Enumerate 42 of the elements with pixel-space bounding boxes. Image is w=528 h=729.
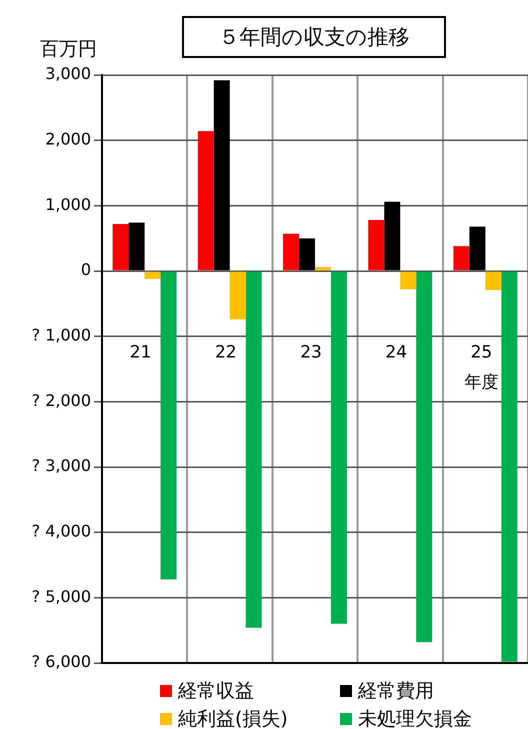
bar: [368, 220, 384, 270]
x-tick-label: 24: [385, 342, 408, 362]
legend-label: 経常費用: [358, 679, 434, 704]
bar: [416, 272, 432, 642]
bar: [315, 267, 331, 270]
bar: [384, 202, 400, 270]
legend-label: 純利益(損失): [178, 707, 288, 729]
chart-title: ５年間の収支の推移: [182, 16, 446, 58]
legend-label: 未処理欠損金: [358, 707, 472, 729]
bar: [330, 272, 347, 624]
bar: [485, 272, 502, 290]
x-tick-label: 21: [130, 342, 152, 362]
bar: [469, 226, 486, 270]
y-tick-label: ? 2,000: [32, 390, 91, 410]
bar: [453, 246, 470, 270]
y-tick-label: 0: [80, 260, 91, 280]
text: 2,000: [45, 129, 91, 148]
x-tick-label: 23: [300, 342, 322, 362]
y-tick-label: ? 6,000: [32, 652, 91, 672]
bar: [198, 131, 214, 270]
bar: [501, 272, 518, 662]
bar: [112, 224, 129, 270]
x-tick-label: 22: [214, 342, 237, 362]
bar: [283, 234, 300, 270]
x-axis-title: 年度: [464, 372, 498, 392]
text: 3,000: [45, 64, 91, 84]
bar: [214, 80, 230, 270]
y-tick-label: ? 4,000: [32, 521, 91, 540]
y-tick-label: ? 3,000: [32, 456, 91, 476]
bar: [128, 222, 145, 270]
bar: [299, 238, 315, 270]
bar: [246, 272, 262, 628]
bar: [230, 272, 246, 320]
bar: [400, 272, 416, 290]
y-tick-label: ? 5,000: [32, 586, 91, 606]
y-tick-label: ? 1,000: [32, 325, 91, 344]
x-tick-label: 25: [470, 342, 492, 362]
bar: [160, 272, 177, 580]
legend-label: 経常収益: [178, 679, 254, 704]
y-axis-title: 百万円: [40, 37, 97, 62]
bar: [144, 272, 161, 279]
text: 1,000: [45, 194, 91, 214]
